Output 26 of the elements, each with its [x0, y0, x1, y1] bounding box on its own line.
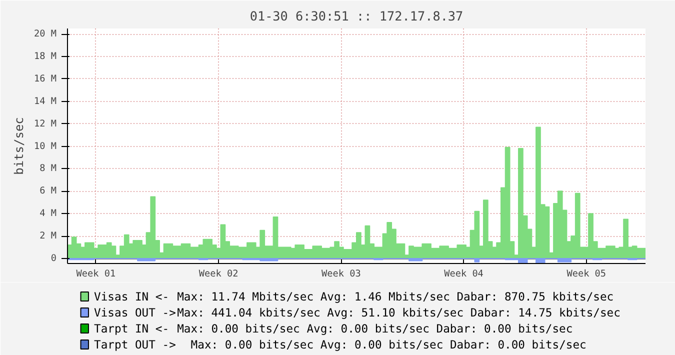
legend-label: Tarpt OUT ->: [94, 338, 176, 352]
y-tick-label: 18 M: [34, 51, 57, 62]
y-tick-label: 20 M: [34, 28, 57, 40]
y-tick-label: 0: [50, 252, 57, 264]
y-tick-label: 10 M: [34, 140, 57, 152]
y-tick-label: 4 M: [40, 208, 57, 220]
x-tick-label: Week 04: [444, 268, 484, 280]
x-tick-label: Week 02: [198, 268, 238, 280]
text: Max: 11.74 Mbits/sec Avg: 1.46 Mbits/sec Dabar: 870.75 kbits/sec: [177, 290, 614, 304]
text: Max: 441.04 kbits/sec Avg: 51.10 kbits/sec Dabar: 14.75 kbits/sec: [177, 306, 620, 320]
y-tick-label: 16 M: [34, 73, 57, 84]
y-tick-label: 8 M: [40, 163, 57, 174]
x-tick-label: Week 01: [76, 268, 116, 280]
legend-label: Tarpt IN <-: [94, 322, 170, 336]
text: Max: 0.00 bits/sec Avg: 0.00 bits/sec Dabar: 0.00 bits/sec: [177, 322, 573, 336]
chart-title: 01-30 6:30:51 :: 172.17.8.37: [250, 8, 464, 24]
legend-label: Visas OUT ->: [94, 306, 176, 320]
y-tick-label: 6 M: [40, 186, 57, 197]
x-tick-label: Week 05: [566, 268, 606, 280]
y-tick-label: 14 M: [34, 96, 57, 107]
y-tick-label: 2 M: [40, 230, 57, 242]
y-tick-label: 12 M: [34, 118, 57, 130]
legend-label: Visas IN <-: [94, 290, 170, 304]
x-tick-label: Week 03: [322, 268, 361, 280]
y-axis-title: bits/sec: [12, 117, 26, 175]
text: Max: 0.00 bits/sec Avg: 0.00 bits/sec Dabar: 0.00 bits/sec: [190, 338, 586, 352]
